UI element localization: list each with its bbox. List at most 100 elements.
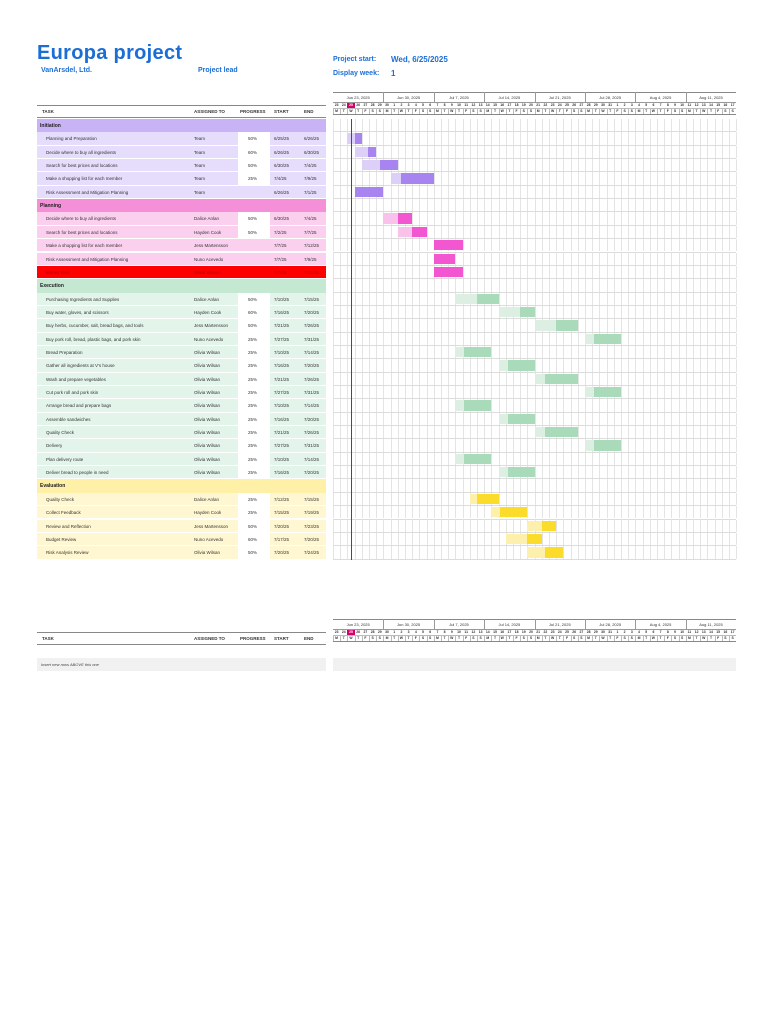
grid-col-line xyxy=(642,172,644,185)
day-of-week: F xyxy=(465,636,468,640)
grid-col-line xyxy=(397,532,399,546)
gantt-bar[interactable] xyxy=(464,346,492,358)
grid-col-line xyxy=(729,519,730,532)
grid-col-line xyxy=(405,466,406,479)
gantt-bar[interactable] xyxy=(507,467,535,478)
insert-row[interactable] xyxy=(37,658,326,671)
grid-col-line xyxy=(700,386,702,399)
gantt-bar[interactable] xyxy=(594,387,621,398)
grid-col-line xyxy=(462,519,464,532)
grid-col-line xyxy=(599,492,601,506)
grid-col-line xyxy=(426,452,428,466)
grid-col-line xyxy=(412,159,414,172)
grid-col-line xyxy=(469,159,471,172)
progress-cell xyxy=(238,466,270,479)
grid-col-line xyxy=(441,386,442,399)
grid-col-line xyxy=(534,199,536,212)
grid-col-line xyxy=(693,439,694,452)
gantt-bar[interactable] xyxy=(433,266,463,278)
gantt-bar[interactable] xyxy=(507,413,535,425)
assigned-to: Olivia Wilsan xyxy=(194,416,221,422)
day-number: 2 xyxy=(400,103,403,107)
gantt-bar[interactable] xyxy=(354,186,384,198)
day-number: 1 xyxy=(616,630,619,634)
grid-col-line xyxy=(498,399,500,412)
gantt-bar[interactable] xyxy=(464,400,492,411)
grid-col-line xyxy=(621,412,622,426)
grid-col-line xyxy=(729,332,730,345)
gantt-bar[interactable] xyxy=(527,533,542,545)
gantt-bar[interactable] xyxy=(433,240,463,251)
grid-col-line xyxy=(354,239,356,252)
table-row[interactable] xyxy=(37,252,326,265)
start-date: 7/16/25 xyxy=(274,363,290,369)
grid-col-line xyxy=(685,412,687,426)
table-row[interactable] xyxy=(37,265,326,279)
day-of-week: T xyxy=(558,636,561,640)
gantt-bar[interactable] xyxy=(556,320,578,331)
grid-col-line xyxy=(707,265,709,279)
start-date: 7/20/25 xyxy=(274,550,290,556)
gantt-bar[interactable] xyxy=(541,520,557,531)
grid-col-line xyxy=(405,359,406,372)
grid-col-line xyxy=(693,519,694,532)
grid-col-line xyxy=(570,386,572,399)
grid-col-line xyxy=(549,225,550,239)
progress-fill xyxy=(238,293,241,305)
grid-col-line xyxy=(513,319,514,332)
task-name: Risk Analysis Review xyxy=(46,550,89,556)
day-number: 26 xyxy=(356,630,361,634)
gantt-bar[interactable] xyxy=(507,360,535,371)
progress-fill xyxy=(238,466,240,478)
assigned-to: Olivia Wilsan xyxy=(194,390,221,395)
grid-col-line xyxy=(621,426,622,439)
grid-col-line xyxy=(491,159,493,172)
grid-col-line xyxy=(405,332,406,345)
gantt-bar[interactable] xyxy=(594,333,621,344)
grid-col-line xyxy=(397,159,399,172)
gantt-bar[interactable] xyxy=(412,226,427,238)
grid-col-line xyxy=(592,492,594,506)
grid-col-line xyxy=(433,332,435,345)
grid-col-line xyxy=(606,492,608,506)
end-date: 7/20/25 xyxy=(304,416,320,422)
gantt-bar[interactable] xyxy=(520,306,535,318)
day-number: 7 xyxy=(436,103,439,107)
gantt-bar[interactable] xyxy=(397,213,413,224)
gantt-bar[interactable] xyxy=(367,146,377,158)
grid-col-line xyxy=(441,546,442,559)
gantt-bar[interactable] xyxy=(433,253,456,264)
day-number: 30 xyxy=(385,630,389,634)
progress-fill xyxy=(238,453,240,465)
gantt-bar[interactable] xyxy=(477,293,499,304)
gantt-bar[interactable] xyxy=(401,173,434,184)
day-number: 31 xyxy=(608,630,613,634)
gantt-bar[interactable] xyxy=(545,427,578,438)
day-divider xyxy=(549,108,550,114)
gantt-bar[interactable] xyxy=(379,160,398,171)
gantt-bar[interactable] xyxy=(545,373,578,384)
gantt-bar[interactable] xyxy=(545,547,564,558)
grid-col-line xyxy=(541,225,543,239)
day-number: 18 xyxy=(514,103,519,107)
grid-col-line xyxy=(347,252,349,265)
gantt-bar[interactable] xyxy=(354,133,362,144)
day-of-week: S xyxy=(421,636,425,640)
gantt-bar[interactable] xyxy=(464,453,492,465)
grid-col-line xyxy=(642,359,644,372)
table-row[interactable] xyxy=(37,185,326,199)
progress-cell xyxy=(238,372,270,385)
grid-col-line xyxy=(484,439,486,452)
gantt-bar[interactable] xyxy=(477,493,499,505)
grid-col-line xyxy=(477,466,478,479)
display-week-value[interactable]: 1 xyxy=(391,69,396,78)
grid-col-line xyxy=(412,119,414,132)
table-row[interactable] xyxy=(37,239,326,252)
grid-col-line xyxy=(642,199,644,212)
grid-col-line xyxy=(361,292,363,305)
project-start-value[interactable]: Wed, 6/25/2025 xyxy=(391,55,448,64)
gantt-bar[interactable] xyxy=(500,507,528,518)
grid-col-line xyxy=(520,492,522,506)
gantt-bar[interactable] xyxy=(594,440,621,451)
grid-col-line xyxy=(513,145,514,159)
